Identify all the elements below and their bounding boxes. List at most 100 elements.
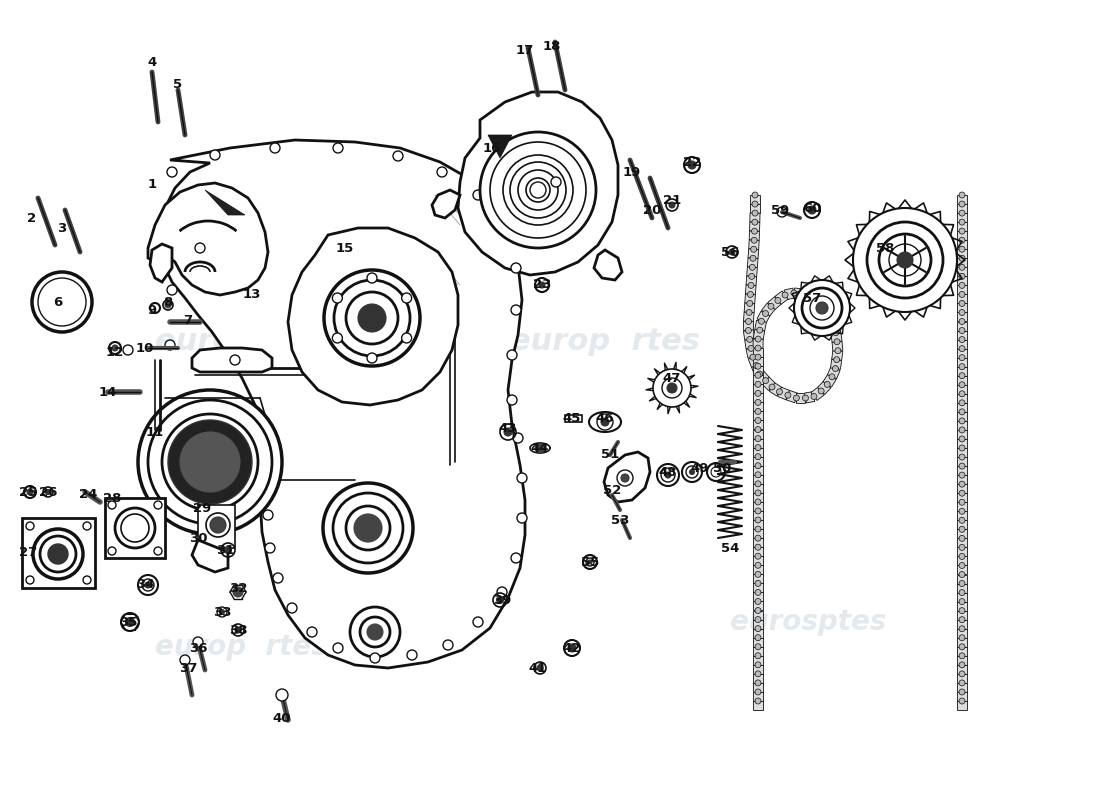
Circle shape [346,292,398,344]
Polygon shape [750,204,760,213]
Circle shape [769,384,776,390]
Circle shape [800,291,805,297]
Polygon shape [754,466,763,474]
Circle shape [270,143,280,153]
Polygon shape [957,394,967,402]
Circle shape [794,280,850,336]
Text: 43: 43 [498,422,517,434]
Text: 8: 8 [164,295,173,309]
Circle shape [755,634,761,641]
Circle shape [833,366,838,372]
Circle shape [959,201,965,207]
Circle shape [755,689,761,695]
Circle shape [263,510,273,520]
Circle shape [959,571,965,578]
Circle shape [959,274,965,279]
Circle shape [332,293,342,303]
Polygon shape [957,385,967,394]
Polygon shape [957,313,967,322]
Polygon shape [807,294,821,306]
Circle shape [752,192,758,198]
Circle shape [354,514,382,542]
Polygon shape [957,511,967,520]
Text: 27: 27 [19,546,37,558]
Polygon shape [957,439,967,448]
Text: 9: 9 [147,303,156,317]
Circle shape [808,206,816,214]
Polygon shape [745,294,756,304]
Circle shape [827,313,833,319]
Polygon shape [754,357,763,366]
Circle shape [755,562,761,568]
Circle shape [959,562,965,569]
Circle shape [307,627,317,637]
Polygon shape [754,593,763,602]
Polygon shape [192,540,228,572]
Text: 6: 6 [54,295,63,309]
Polygon shape [830,332,842,342]
Polygon shape [750,213,760,222]
Circle shape [535,443,544,453]
Circle shape [108,547,115,555]
Circle shape [148,400,272,524]
Text: 51: 51 [601,449,619,462]
Circle shape [340,290,396,346]
Circle shape [82,522,91,530]
Text: europ  rtes: europ rtes [155,633,328,661]
Polygon shape [957,629,967,638]
Polygon shape [756,370,769,384]
Polygon shape [778,387,790,400]
Circle shape [959,481,965,487]
Circle shape [757,371,762,377]
Polygon shape [148,183,268,295]
Text: 50: 50 [713,462,732,474]
Polygon shape [160,140,525,668]
Polygon shape [957,665,967,674]
Polygon shape [604,452,650,502]
Polygon shape [754,384,763,394]
Circle shape [959,445,965,451]
Circle shape [150,303,160,313]
Polygon shape [830,359,842,370]
Circle shape [959,662,965,668]
Circle shape [959,634,965,641]
Text: 14: 14 [99,386,118,398]
Circle shape [791,290,796,296]
Circle shape [517,513,527,523]
Text: 35: 35 [119,615,138,629]
Circle shape [513,433,522,443]
Circle shape [879,234,931,286]
Circle shape [512,553,521,563]
Text: 57: 57 [803,291,821,305]
Polygon shape [754,511,763,520]
Text: 15: 15 [336,242,354,254]
Polygon shape [754,683,763,692]
Circle shape [746,318,751,325]
Polygon shape [957,250,967,258]
Text: 25: 25 [19,486,37,498]
Circle shape [755,644,761,650]
Circle shape [26,576,34,584]
Text: 28: 28 [102,491,121,505]
Polygon shape [746,285,756,294]
Circle shape [751,228,758,234]
Circle shape [490,142,586,238]
Circle shape [287,603,297,613]
Polygon shape [957,620,967,629]
Polygon shape [748,249,759,258]
Circle shape [959,219,965,225]
Circle shape [959,554,965,559]
Circle shape [747,301,752,306]
Polygon shape [754,457,763,466]
Polygon shape [754,502,763,511]
Text: 44: 44 [530,442,549,454]
Polygon shape [288,228,458,405]
Polygon shape [754,394,763,402]
Circle shape [746,310,752,315]
Circle shape [755,580,761,586]
Circle shape [402,293,411,303]
Text: 23: 23 [532,278,551,291]
Text: 46: 46 [596,411,614,425]
Circle shape [750,246,757,252]
Circle shape [755,354,761,360]
